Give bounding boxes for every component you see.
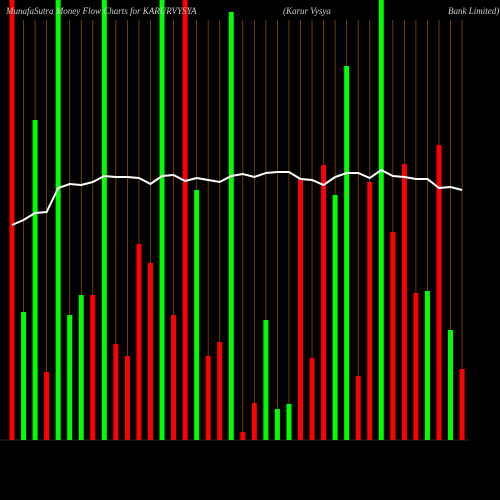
bar [194,190,200,440]
bar [78,295,84,440]
bar [90,295,96,440]
chart-subtitle: (Karur Vysya [283,6,331,16]
bar [286,404,292,440]
bar [401,164,407,440]
chart-subtitle: Bank Limited) [448,6,499,16]
bar [332,195,338,440]
bar [321,165,327,440]
bar [32,120,38,440]
bar [309,358,315,440]
bar [251,403,257,440]
bar [355,376,361,440]
bar [67,315,73,440]
bar [424,291,430,440]
bar [44,372,50,440]
bar [263,320,269,440]
money-flow-line [11,168,463,226]
bar [159,0,165,440]
bar [413,293,419,440]
bar [136,244,142,440]
bar [21,312,27,440]
bar [171,315,177,440]
chart-title: MunafaSutra Money Flow Charts for KARURV… [5,6,197,16]
bar [274,409,280,440]
bar [378,0,384,440]
bar [217,342,223,440]
bar [9,0,15,440]
bar [55,0,61,440]
bars [9,0,465,440]
bar [344,66,350,440]
bar [147,263,153,440]
bar [124,356,130,440]
bar [448,330,454,440]
bar [436,145,442,440]
bar [240,432,246,440]
bar [113,344,119,440]
bar [367,182,373,440]
bar [459,369,465,440]
bar [101,0,107,440]
bar [390,232,396,440]
lines [11,168,463,226]
bar [228,12,234,440]
bar [298,178,303,440]
bar [205,356,211,440]
bar [182,0,188,440]
